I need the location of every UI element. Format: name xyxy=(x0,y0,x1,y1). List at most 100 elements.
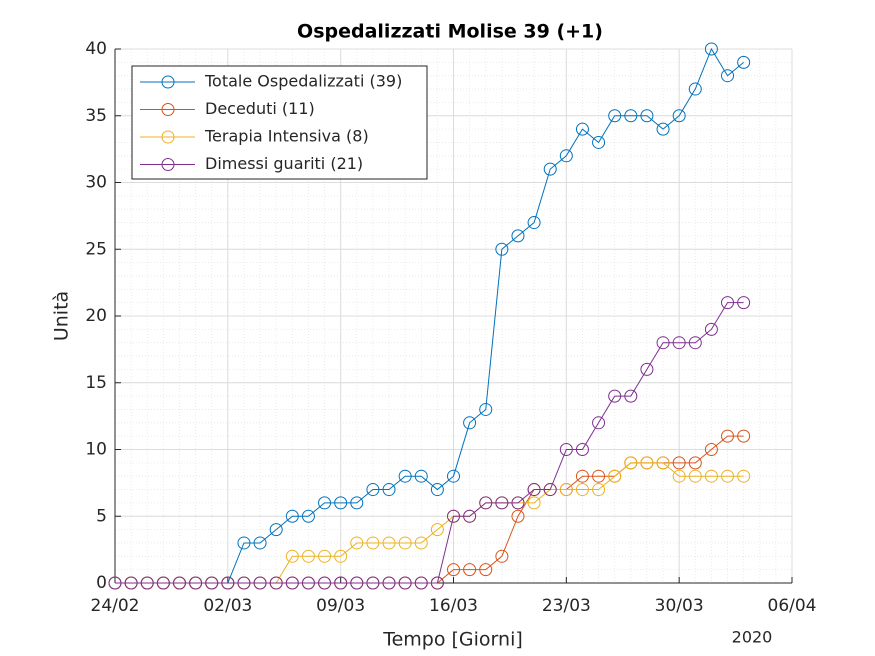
point-marker xyxy=(737,429,751,443)
legend-marker xyxy=(161,103,175,116)
point-marker xyxy=(656,456,670,470)
point-marker xyxy=(398,536,412,550)
point-marker xyxy=(479,402,493,416)
point-marker xyxy=(640,109,654,123)
x-tick-label: 09/03 xyxy=(316,596,365,616)
point-marker xyxy=(559,483,573,497)
x-tick-label: 16/03 xyxy=(429,596,478,616)
point-marker xyxy=(737,469,751,483)
point-marker xyxy=(575,483,589,497)
point-marker xyxy=(269,576,283,590)
y-tick-label: 0 xyxy=(96,573,107,593)
point-marker xyxy=(688,82,702,96)
point-marker xyxy=(688,469,702,483)
legend-marker xyxy=(161,158,175,171)
point-marker xyxy=(656,336,670,350)
point-marker xyxy=(172,576,186,590)
legend-marker xyxy=(161,75,175,89)
point-marker xyxy=(253,576,267,590)
y-tick-label: 30 xyxy=(85,173,107,193)
point-marker xyxy=(237,576,251,590)
point-marker xyxy=(704,469,718,483)
point-marker xyxy=(495,549,509,563)
point-marker xyxy=(527,216,541,230)
point-marker xyxy=(559,443,573,456)
point-marker xyxy=(608,469,622,483)
y-axis-label: Unità xyxy=(51,291,73,341)
point-marker xyxy=(624,109,638,123)
point-marker xyxy=(688,456,702,470)
point-marker xyxy=(672,456,686,470)
point-marker xyxy=(382,536,396,550)
x-axis-label: Tempo [Giorni] xyxy=(382,629,523,651)
point-marker xyxy=(608,389,622,403)
point-marker xyxy=(269,523,283,537)
point-marker xyxy=(301,549,315,563)
point-marker xyxy=(737,296,751,310)
point-marker xyxy=(543,162,557,176)
point-marker xyxy=(334,496,348,510)
point-marker xyxy=(301,576,315,590)
point-marker xyxy=(366,576,380,590)
point-marker xyxy=(398,469,412,483)
point-marker xyxy=(479,563,493,577)
point-marker xyxy=(414,536,428,550)
point-marker xyxy=(527,496,541,510)
point-marker xyxy=(704,42,718,56)
x-tick-label: 06/04 xyxy=(768,596,817,616)
point-marker xyxy=(704,322,718,336)
point-marker xyxy=(575,122,589,136)
y-tick-label: 10 xyxy=(85,440,107,460)
point-marker xyxy=(721,469,735,483)
point-marker xyxy=(479,496,493,510)
legend-label: Deceduti (11) xyxy=(205,99,315,118)
point-marker xyxy=(656,122,670,136)
legend-marker xyxy=(161,130,175,144)
point-marker xyxy=(688,336,702,350)
point-marker xyxy=(672,109,686,123)
point-marker xyxy=(592,416,606,430)
point-marker xyxy=(237,536,251,550)
point-marker xyxy=(721,429,735,443)
y-tick-label: 35 xyxy=(85,106,107,126)
y-tick-label: 20 xyxy=(85,306,107,326)
point-marker xyxy=(366,483,380,497)
point-marker xyxy=(301,509,315,523)
point-marker xyxy=(108,576,122,590)
point-marker xyxy=(575,469,589,483)
legend-label: Terapia Intensiva (8) xyxy=(204,127,369,146)
point-marker xyxy=(463,416,477,430)
point-marker xyxy=(318,549,332,563)
point-marker xyxy=(124,576,138,590)
point-marker xyxy=(559,149,573,163)
point-marker xyxy=(672,469,686,483)
y-tick-label: 5 xyxy=(96,506,107,526)
point-marker xyxy=(414,469,428,483)
year-label: 2020 xyxy=(732,628,773,647)
point-marker xyxy=(318,576,332,590)
point-marker xyxy=(189,576,203,590)
point-marker xyxy=(221,576,235,590)
y-tick-label: 15 xyxy=(85,373,107,393)
point-marker xyxy=(430,483,444,497)
point-marker xyxy=(721,296,735,310)
point-marker xyxy=(334,549,348,563)
point-marker xyxy=(575,443,589,456)
point-marker xyxy=(511,509,525,523)
point-marker xyxy=(350,496,364,510)
point-marker xyxy=(640,362,654,376)
point-marker xyxy=(285,509,299,523)
legend-box xyxy=(131,65,428,180)
point-marker xyxy=(430,523,444,537)
point-marker xyxy=(463,509,477,523)
point-marker xyxy=(704,443,718,456)
series-line xyxy=(115,302,744,584)
point-marker xyxy=(624,456,638,470)
y-tick-label: 40 xyxy=(85,39,107,59)
point-marker xyxy=(366,536,380,550)
point-marker xyxy=(318,496,332,510)
point-marker xyxy=(447,563,460,577)
x-tick-label: 02/03 xyxy=(203,596,252,616)
point-marker xyxy=(608,109,622,123)
